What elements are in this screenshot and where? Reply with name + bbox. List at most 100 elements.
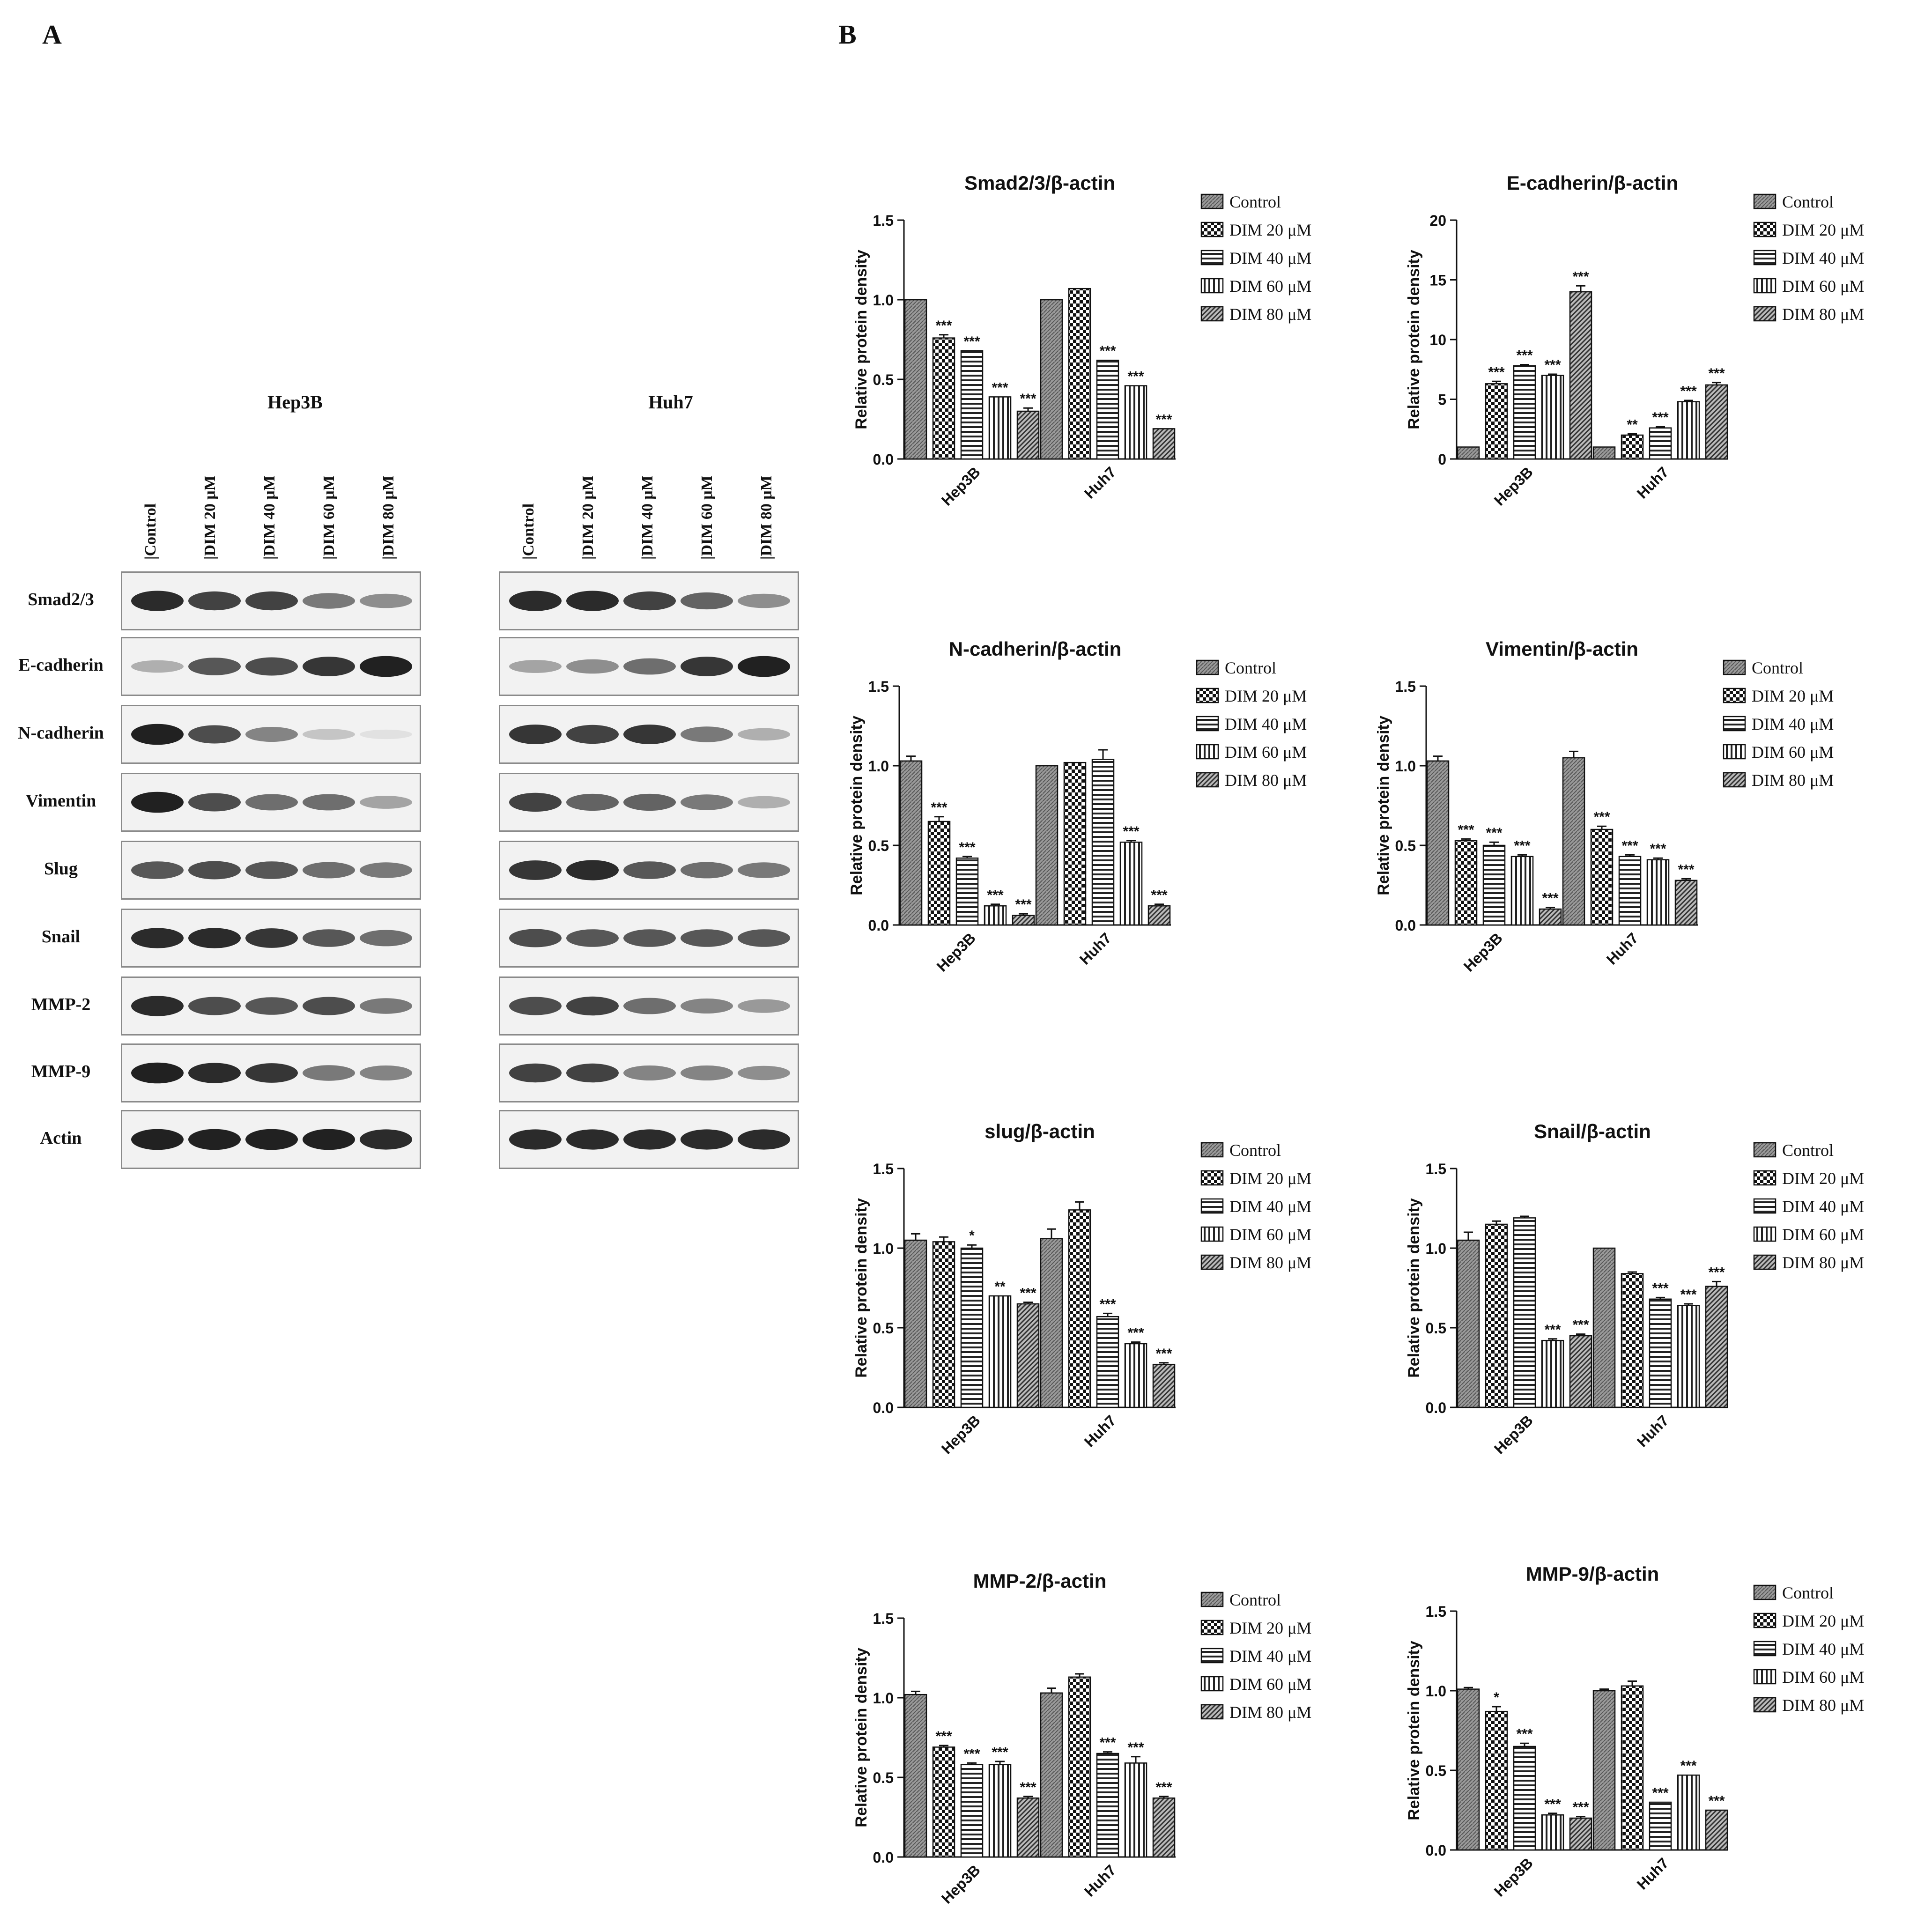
blot-band [738, 1129, 790, 1150]
x-tick-label: Huh7 [1634, 1412, 1672, 1450]
blot-band [303, 729, 355, 740]
y-tick-label: 1.0 [1426, 1683, 1446, 1700]
blot-band [131, 660, 184, 673]
bar [927, 821, 951, 926]
bar [1569, 1335, 1592, 1408]
blot-band [509, 1063, 562, 1083]
blot-row-label: N-cadherin [18, 723, 104, 743]
bar [1541, 375, 1564, 460]
blot-band [188, 725, 241, 744]
blot-band [623, 793, 676, 811]
legend-label: DIM 60 μM [1229, 1675, 1311, 1694]
y-tick-label: 1.0 [1426, 1240, 1446, 1257]
legend-label: Control [1782, 1141, 1834, 1160]
x-tick-label: Hep3B [1491, 1854, 1536, 1900]
significance-marker: *** [1020, 1780, 1036, 1795]
significance-marker: ** [994, 1279, 1006, 1295]
significance-marker: *** [992, 1745, 1008, 1760]
y-tick-label: 0.5 [873, 371, 894, 388]
y-tick-label: 1.0 [1395, 758, 1416, 775]
blot-band [131, 996, 184, 1016]
y-tick-label: 0.0 [868, 917, 889, 934]
bar-chart: MMP-9/β-actin Relative protein density 0.0… [1405, 1563, 1864, 1900]
y-tick-label: 1.5 [1426, 1161, 1446, 1177]
blot-strip [499, 637, 799, 696]
bar-chart: Vimentin/β-actin Relative protein density… [1375, 638, 1834, 975]
blot-band [303, 794, 355, 811]
y-tick-label: 15 [1429, 272, 1446, 289]
legend-swatch [1753, 278, 1777, 294]
blot-band [303, 862, 355, 879]
blot-band [623, 1129, 676, 1150]
legend-swatch [1200, 1676, 1224, 1692]
x-tick-label: Hep3B [933, 929, 979, 975]
bar [1674, 880, 1698, 926]
significance-marker: *** [1151, 888, 1167, 903]
blot-band [738, 1065, 790, 1080]
blot-band [681, 794, 733, 810]
chart-title: slug/β-actin [985, 1120, 1095, 1142]
chart-title: MMP-2/β-actin [973, 1570, 1107, 1592]
significance-marker: ** [1627, 417, 1638, 432]
bar [1426, 760, 1450, 926]
significance-marker: * [969, 1228, 975, 1243]
blot-band [360, 796, 412, 809]
significance-marker: *** [1155, 412, 1172, 427]
legend-swatch [1753, 1584, 1777, 1600]
bar [1096, 1316, 1119, 1408]
y-tick-label: 1.0 [873, 1240, 894, 1257]
bar [1068, 1209, 1091, 1408]
blot-band [131, 861, 184, 879]
legend-label: DIM 60 μM [1782, 1225, 1864, 1244]
x-tick-label: Huh7 [1076, 929, 1115, 968]
y-tick-label: 0.0 [1395, 917, 1416, 934]
legend-label: DIM 60 μM [1782, 1668, 1864, 1687]
blot-strip [499, 976, 799, 1036]
legend-label: DIM 80 μM [1229, 1253, 1311, 1272]
blot-row-label: E-cadherin [18, 655, 104, 675]
significance-marker: *** [1099, 1296, 1116, 1312]
significance-marker: *** [1127, 1740, 1144, 1755]
significance-marker: *** [1708, 366, 1725, 381]
x-tick-label: Huh7 [1634, 1854, 1672, 1893]
significance-marker: *** [1516, 348, 1532, 363]
blot-band [738, 796, 790, 809]
blot-band [623, 1065, 676, 1080]
y-tick-label: 0.0 [873, 1399, 894, 1416]
bar [1677, 401, 1700, 460]
blot-band [188, 793, 241, 812]
y-tick-label: 0.0 [873, 1849, 894, 1866]
blot-lane-label: |DIM 80 μM [758, 475, 775, 560]
legend-swatch [1196, 716, 1219, 732]
bar [1016, 1797, 1040, 1858]
blot-band [245, 591, 298, 611]
blot-band [681, 592, 733, 610]
bar [1590, 829, 1614, 926]
legend-swatch [1200, 1648, 1224, 1664]
bar [1705, 384, 1728, 460]
blot-band [131, 1129, 184, 1150]
significance-marker: *** [1572, 1317, 1589, 1333]
legend-label: Control [1225, 658, 1276, 677]
y-tick-label: 1.0 [868, 758, 889, 775]
blot-lane-label: |Control [520, 503, 537, 560]
bar [1562, 757, 1585, 926]
bar [960, 1764, 984, 1858]
blot-band [566, 1129, 619, 1150]
bar [1012, 915, 1035, 926]
y-tick-label: 0.5 [873, 1769, 894, 1786]
blot-band [188, 861, 241, 880]
blot-row-label: Slug [44, 859, 78, 879]
bar [1677, 1305, 1700, 1408]
y-tick-label: 5 [1438, 392, 1446, 408]
legend-label: Control [1229, 192, 1281, 211]
legend-swatch [1753, 306, 1777, 322]
blot-strip [121, 976, 421, 1036]
legend-swatch [1723, 688, 1746, 703]
chart-title: Vimentin/β-actin [1486, 638, 1638, 660]
significance-marker: *** [959, 840, 975, 855]
x-tick-label: Hep3B [1491, 463, 1536, 509]
blot-lane-label: |DIM 80 μM [380, 475, 397, 560]
blot-band [188, 1063, 241, 1083]
